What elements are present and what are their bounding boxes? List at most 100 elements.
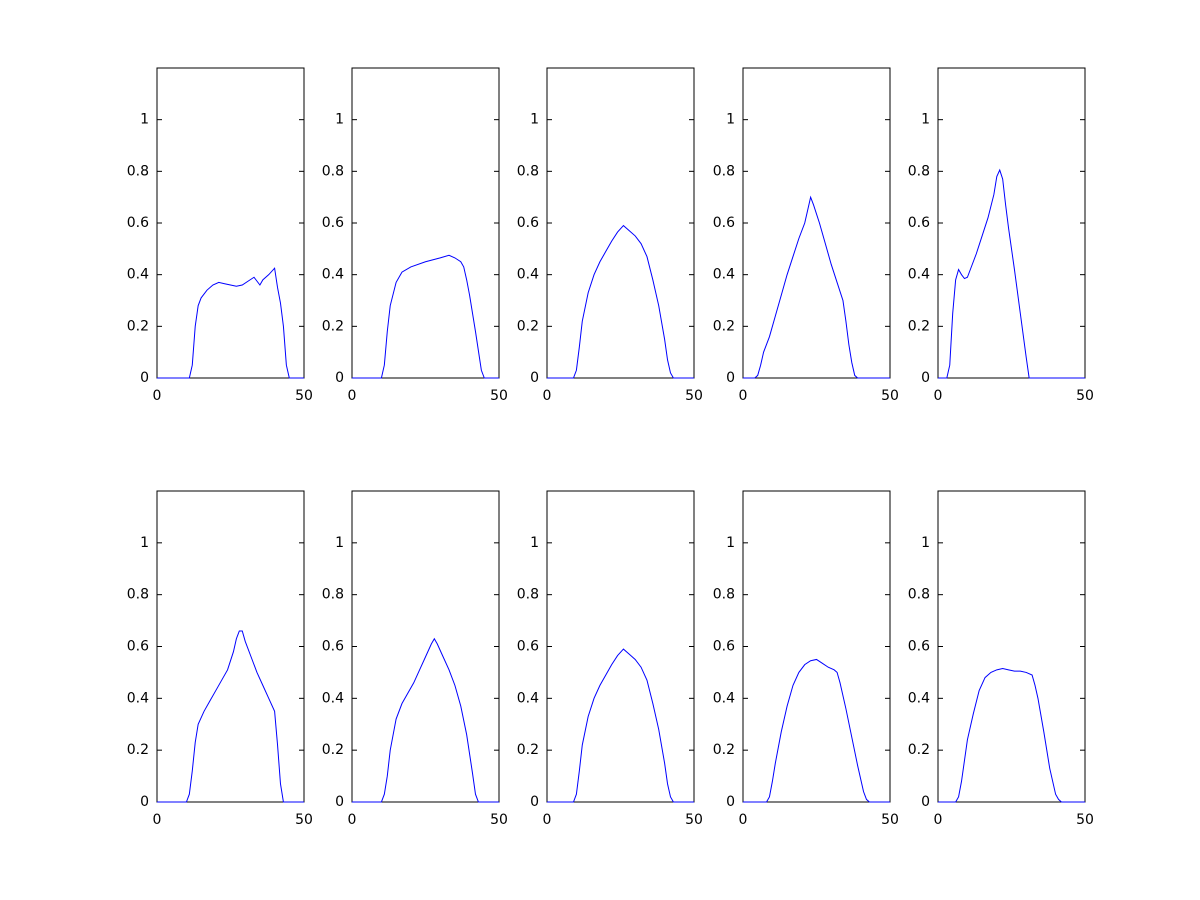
y-tick-label: 0.6 [908, 215, 930, 231]
y-tick-label: 0.4 [322, 690, 344, 706]
y-tick-label: 0.8 [908, 163, 930, 179]
y-tick-label: 0.8 [908, 587, 930, 603]
axes-frame [546, 490, 695, 803]
y-tick-label: 0.8 [517, 587, 539, 603]
x-tick-label: 50 [881, 388, 899, 404]
y-tick-label: 0 [335, 794, 344, 810]
y-tick-label: 1 [335, 112, 344, 128]
y-tick-label: 0.8 [322, 587, 344, 603]
x-tick-label: 50 [1076, 812, 1094, 828]
y-tick-label: 1 [726, 535, 735, 551]
y-tick-label: 0.2 [713, 742, 735, 758]
y-tick-label: 0.2 [517, 742, 539, 758]
x-tick-label: 50 [490, 388, 508, 404]
y-tick-label: 0.6 [517, 639, 539, 655]
y-tick-label: 0 [530, 794, 539, 810]
data-line [547, 224, 694, 379]
x-tick-label: 50 [490, 812, 508, 828]
axes-frame [937, 67, 1086, 379]
y-tick-label: 0.2 [908, 318, 930, 334]
data-line [938, 168, 1085, 379]
x-tick-label: 50 [295, 388, 313, 404]
y-tick-label: 0.4 [713, 690, 735, 706]
axes-frame [546, 67, 695, 379]
x-tick-label: 0 [543, 388, 552, 404]
y-tick-label: 1 [530, 535, 539, 551]
y-tick-label: 0.6 [713, 215, 735, 231]
x-tick-label: 0 [934, 388, 943, 404]
axes-frame [156, 490, 305, 803]
x-tick-label: 50 [685, 812, 703, 828]
y-tick-label: 0.2 [127, 742, 149, 758]
y-tick-label: 0.2 [322, 318, 344, 334]
y-tick-label: 1 [921, 112, 930, 128]
data-line [352, 254, 499, 379]
y-tick-label: 0.8 [127, 587, 149, 603]
y-tick-label: 0.8 [127, 163, 149, 179]
y-tick-label: 0 [921, 794, 930, 810]
x-tick-label: 0 [348, 388, 357, 404]
axes-frame [156, 67, 305, 379]
y-tick-label: 0.2 [713, 318, 735, 334]
x-tick-label: 0 [543, 812, 552, 828]
y-tick-label: 0.8 [713, 163, 735, 179]
y-tick-label: 0.2 [517, 318, 539, 334]
y-tick-label: 0.8 [517, 163, 539, 179]
y-tick-label: 0.6 [517, 215, 539, 231]
y-tick-label: 0.8 [322, 163, 344, 179]
y-tick-label: 1 [140, 112, 149, 128]
data-line [157, 630, 304, 803]
y-tick-label: 0 [530, 370, 539, 386]
y-tick-label: 0.4 [517, 267, 539, 283]
y-tick-label: 0.4 [908, 690, 930, 706]
x-tick-label: 0 [153, 388, 162, 404]
x-tick-label: 50 [685, 388, 703, 404]
x-tick-label: 0 [348, 812, 357, 828]
y-tick-label: 0 [921, 370, 930, 386]
y-tick-label: 0 [140, 794, 149, 810]
y-tick-label: 0.6 [713, 639, 735, 655]
x-tick-label: 0 [739, 812, 748, 828]
y-tick-label: 0.6 [908, 639, 930, 655]
y-tick-label: 0.4 [908, 267, 930, 283]
y-tick-label: 1 [921, 535, 930, 551]
x-tick-label: 0 [934, 812, 943, 828]
y-tick-label: 0.2 [908, 742, 930, 758]
y-tick-label: 0 [140, 370, 149, 386]
y-tick-label: 0.4 [713, 267, 735, 283]
y-tick-label: 0 [726, 370, 735, 386]
data-line [157, 267, 304, 379]
data-line [938, 668, 1085, 803]
y-tick-label: 0.4 [517, 690, 539, 706]
x-tick-label: 50 [1076, 388, 1094, 404]
y-tick-label: 1 [335, 535, 344, 551]
axes-frame [937, 490, 1086, 803]
y-tick-label: 1 [530, 112, 539, 128]
y-tick-label: 0.4 [127, 267, 149, 283]
y-tick-label: 1 [726, 112, 735, 128]
x-tick-label: 0 [739, 388, 748, 404]
y-tick-label: 0.6 [322, 215, 344, 231]
y-tick-label: 0.2 [322, 742, 344, 758]
axes-frame [351, 490, 500, 803]
y-tick-label: 0.6 [127, 639, 149, 655]
y-tick-label: 0.8 [713, 587, 735, 603]
y-tick-label: 0.6 [127, 215, 149, 231]
y-tick-label: 0.6 [322, 639, 344, 655]
y-tick-label: 0.2 [127, 318, 149, 334]
y-tick-label: 0 [335, 370, 344, 386]
data-line [743, 195, 890, 379]
y-tick-label: 0.4 [127, 690, 149, 706]
y-tick-label: 0 [726, 794, 735, 810]
x-tick-label: 50 [881, 812, 899, 828]
y-tick-label: 1 [140, 535, 149, 551]
y-tick-label: 0.4 [322, 267, 344, 283]
data-line [743, 658, 890, 803]
axes-frame [742, 67, 891, 379]
x-tick-label: 0 [153, 812, 162, 828]
axes-frame [742, 490, 891, 803]
data-line [547, 648, 694, 803]
x-tick-label: 50 [295, 812, 313, 828]
